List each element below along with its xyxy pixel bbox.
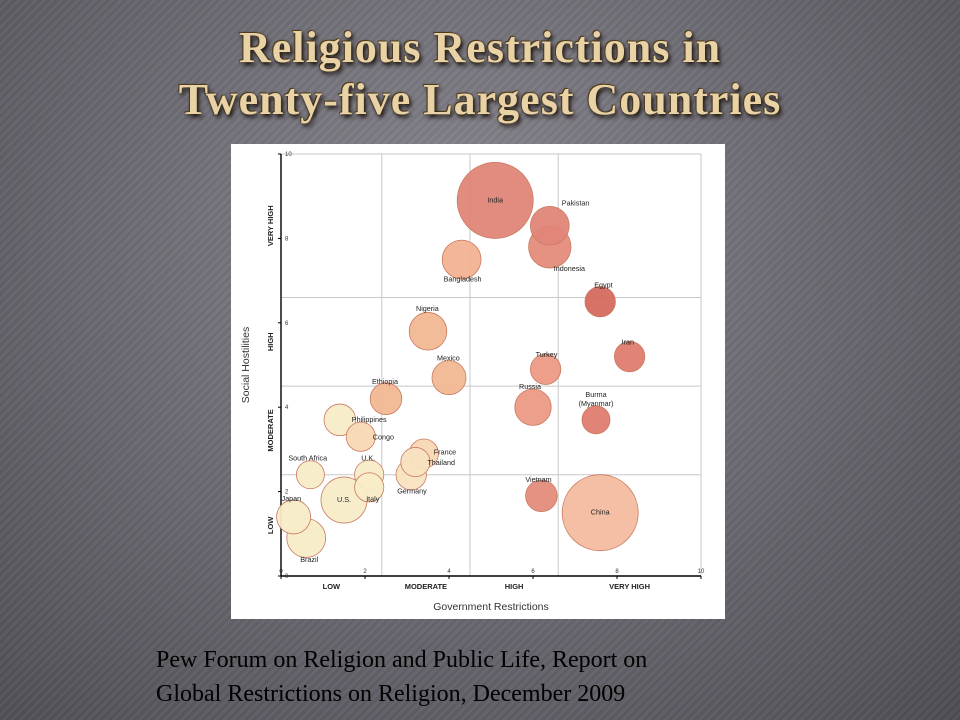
x-tick-label: 0 [279,569,283,575]
y-tick-label: 2 [285,490,289,496]
source-caption: Pew Forum on Religion and Public Life, R… [156,643,876,711]
bubble-label: Brazil [300,555,318,564]
bubble-nigeria [408,312,448,351]
bubble-label: India [487,195,503,204]
bubble-label: Philippines [352,415,387,424]
x-tick-label: 4 [447,569,451,575]
bubble-chart: 0 2 4 6 8 10 0 2 4 6 8 10 LOW MODERATE HIGH VERY HIGH LO… [240,152,705,613]
bubble-label: Bangladesh [444,275,482,284]
bubble-russia [514,388,552,426]
bubble-burma-myanmar [581,405,611,435]
bubble-label: Mexico [437,354,460,363]
bubble-label: Nigeria [416,304,439,313]
bubble-italy [354,472,385,503]
bubble-label: U.S. [337,495,351,504]
bubble-label: U.K. [361,454,375,463]
bubble-iran [613,340,646,373]
x-category-label: VERY HIGH [609,582,650,591]
bubble-label: Ethiopia [372,377,398,386]
bubble-japan [276,499,311,535]
bubble-label: Italy [366,494,380,503]
slide-title-line2: Twenty-five Largest Countries [178,75,782,124]
source-caption-line2: Global Restrictions on Religion, Decembe… [156,681,626,707]
bubble-label: Burma [585,390,606,399]
x-tick-label: 10 [698,569,705,575]
bubble-congo [345,421,376,452]
y-category-label: HIGH [266,332,275,351]
bubble-label: (Myanmar) [579,399,614,408]
y-category-label: VERY HIGH [266,205,275,246]
bubble-label: Thailand [427,458,455,467]
x-tick-label: 6 [531,569,535,575]
bubble-ethiopia [369,382,403,415]
y-tick-label: 0 [285,574,289,580]
bubble-label: Vietnam [525,475,551,484]
y-tick-label: 6 [285,321,289,327]
bubble-india [456,162,534,239]
slide-title-line1: Religious Restrictions in [238,23,722,72]
bubble-philippines [323,403,357,437]
x-tick-label: 8 [615,569,619,575]
bubble-turkey [529,353,562,385]
bubble-label: Germany [397,487,427,496]
bubble-mexico [431,360,467,396]
bubble-label: China [591,508,610,517]
x-tick-label: 2 [363,569,367,575]
bubble-pakistan [529,205,570,246]
bubble-label: Pakistan [562,199,590,208]
source-caption-line1: Pew Forum on Religion and Public Life, R… [156,647,648,673]
bubble-label: France [434,448,456,457]
y-category-label: LOW [266,516,275,534]
y-axis-title: Social Hostilities [240,327,252,403]
bubble-label: Russia [519,382,541,391]
bubble-china [561,474,639,552]
y-category-label: MODERATE [266,409,275,451]
bubble-label: Iran [622,338,634,347]
bubble-vietnam [525,479,558,513]
bubble-label: Congo [373,433,394,442]
slide-title: Religious Restrictions in Twenty-five La… [0,22,960,126]
bubble-label: Japan [282,494,302,503]
bubble-egypt [584,286,616,318]
bubble-thailand [400,447,431,478]
y-tick-label: 4 [285,405,289,411]
bubble-bangladesh [441,239,482,280]
bubble-label: Turkey [536,350,558,359]
y-tick-label: 8 [285,236,289,242]
x-axis-title: Government Restrictions [433,601,549,613]
bubble-label: South Africa [288,454,327,463]
bubble-label: Indonesia [554,264,585,273]
x-category-label: LOW [323,582,341,591]
chart-panel: 0 2 4 6 8 10 0 2 4 6 8 10 LOW MODERATE HIGH VERY HIGH LO… [231,144,725,619]
bubble-south-africa [296,460,325,490]
x-category-label: HIGH [505,582,524,591]
x-category-label: MODERATE [405,582,447,591]
y-tick-label: 10 [285,152,292,158]
bubble-label: Egypt [594,281,612,290]
